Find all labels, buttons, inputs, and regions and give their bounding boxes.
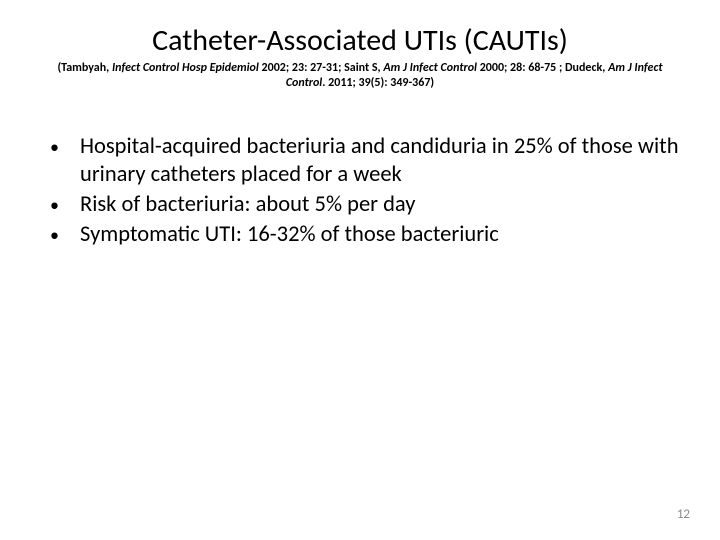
bullet-list: • Hospital-acquired bacteriuria and cand… [40, 133, 680, 249]
citation-italic: Am J Infect Control [383, 61, 479, 75]
slide-title: Catheter-Associated UTIs (CAUTIs) [40, 22, 680, 59]
bullet-icon: • [42, 221, 80, 249]
citation-part: (Tambyah, [57, 61, 112, 75]
list-item: • Symptomatic UTI: 16-32% of those bacte… [42, 221, 680, 249]
bullet-icon: • [42, 133, 80, 161]
bullet-text: Hospital-acquired bacteriuria and candid… [80, 133, 680, 189]
page-number: 12 [677, 507, 690, 522]
citation-part: . 2011; 39(5): 349-367) [322, 76, 434, 90]
bullet-text: Symptomatic UTI: 16-32% of those bacteri… [80, 221, 680, 249]
list-item: • Risk of bacteriuria: about 5% per day [42, 191, 680, 219]
citation-line: (Tambyah, Infect Control Hosp Epidemiol … [40, 61, 680, 91]
bullet-text: Risk of bacteriuria: about 5% per day [80, 191, 680, 219]
bullet-icon: • [42, 191, 80, 219]
citation-part: 2002; 23: 27-31; Saint S, [262, 61, 384, 75]
list-item: • Hospital-acquired bacteriuria and cand… [42, 133, 680, 189]
citation-part: 2000; 28: 68-75 ; Dudeck, [480, 61, 608, 75]
citation-italic: Infect Control Hosp Epidemiol [112, 61, 262, 75]
